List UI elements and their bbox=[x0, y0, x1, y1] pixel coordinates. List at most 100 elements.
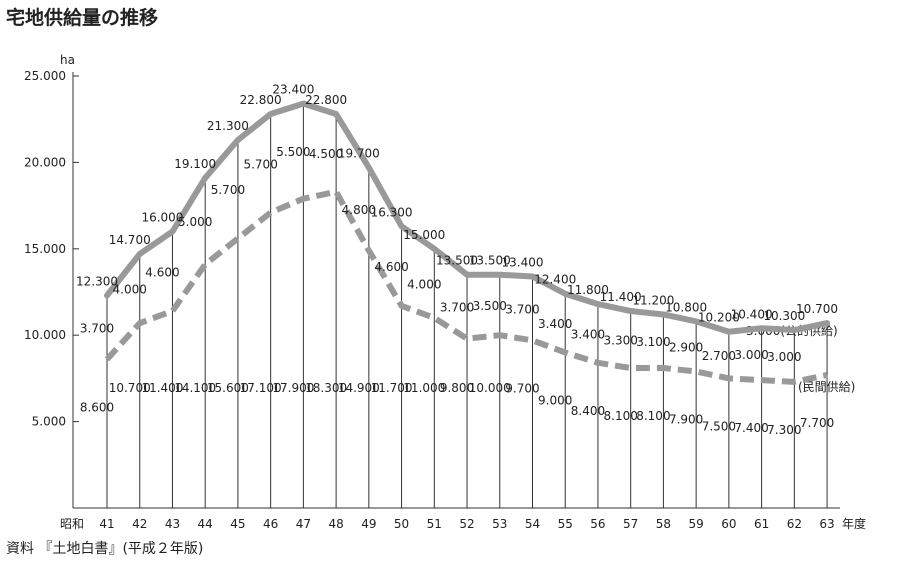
x-tick-label: 59 bbox=[688, 517, 703, 531]
total-label: 16.000 bbox=[141, 211, 183, 225]
private-label: 8.400 bbox=[571, 404, 605, 418]
total-label: 13.500 bbox=[436, 254, 478, 268]
x-tick-label: 42 bbox=[132, 517, 147, 531]
total-label: 21.300 bbox=[207, 119, 249, 133]
public-label: 4.000 bbox=[407, 277, 441, 291]
x-tick-label: 49 bbox=[361, 517, 376, 531]
public-label: 3.300 bbox=[604, 334, 638, 348]
x-tick-label: 57 bbox=[623, 517, 638, 531]
public-label: 4.600 bbox=[374, 260, 408, 274]
x-tick-label: 53 bbox=[492, 517, 507, 531]
total-label: 11.400 bbox=[600, 290, 642, 304]
private-label: 15.600 bbox=[207, 381, 249, 395]
x-tick-label: 44 bbox=[198, 517, 213, 531]
private-label: 8.600 bbox=[80, 400, 114, 414]
total-label: 10.300 bbox=[763, 309, 805, 323]
total-label: 15.000 bbox=[403, 228, 445, 242]
x-axis-prefix: 昭和 bbox=[60, 517, 84, 531]
total-label: 10.700 bbox=[796, 302, 838, 316]
private-supply-line bbox=[104, 188, 828, 385]
x-tick-label: 41 bbox=[99, 517, 114, 531]
x-tick-label: 62 bbox=[787, 517, 802, 531]
private-label: 17.100 bbox=[240, 381, 282, 395]
x-tick-label: 56 bbox=[590, 517, 605, 531]
total-label: 23.400 bbox=[272, 83, 314, 97]
total-label: 16.300 bbox=[371, 205, 413, 219]
public-label: 4.600 bbox=[145, 265, 179, 279]
y-tick-label: 15.000 bbox=[24, 242, 66, 256]
public-label: 3.100 bbox=[636, 335, 670, 349]
public-label: 2.900 bbox=[669, 340, 703, 354]
total-label: 12.400 bbox=[534, 273, 576, 287]
public-label: 5.500 bbox=[276, 145, 310, 159]
x-tick-label: 46 bbox=[263, 517, 278, 531]
private-label: 7.500 bbox=[702, 419, 736, 433]
series-lines bbox=[104, 100, 831, 385]
y-tick-label: 20.000 bbox=[24, 155, 66, 169]
x-tick-label: 48 bbox=[328, 517, 343, 531]
total-label: 10.400 bbox=[731, 307, 773, 321]
private-label: 10.700 bbox=[109, 381, 151, 395]
data-labels: 12.300 3.700 8.600 14.700 4.000 10.700 16.000 4… bbox=[76, 83, 838, 437]
public-label: 2.700 bbox=[702, 349, 736, 363]
x-tick-label: 63 bbox=[819, 517, 834, 531]
x-tick-label: 55 bbox=[558, 517, 573, 531]
private-label: 7.700 bbox=[800, 416, 834, 430]
public-label: 3.400 bbox=[538, 317, 572, 331]
private-label: 9.800 bbox=[440, 381, 474, 395]
x-tick-label: 58 bbox=[656, 517, 671, 531]
y-tick-label: 25.000 bbox=[24, 69, 66, 83]
x-tick-label: 60 bbox=[721, 517, 736, 531]
public-label: 5.700 bbox=[243, 157, 277, 171]
private-label: 18.300 bbox=[305, 381, 347, 395]
total-label: 22.800 bbox=[305, 93, 347, 107]
x-tick-label: 54 bbox=[525, 517, 540, 531]
private-label: 11.000 bbox=[403, 381, 445, 395]
private-label: 7.400 bbox=[734, 421, 768, 435]
private-label: 9.000 bbox=[538, 393, 572, 407]
private-label: 14.900 bbox=[338, 381, 380, 395]
public-label: 5.700 bbox=[211, 183, 245, 197]
total-supply-line bbox=[104, 100, 831, 335]
private-label: 10.000 bbox=[469, 381, 511, 395]
public-label: 3.000 bbox=[767, 350, 801, 364]
y-axis-unit: ha bbox=[60, 53, 75, 67]
total-label: 11.200 bbox=[632, 293, 674, 307]
total-label: 19.700 bbox=[338, 147, 380, 161]
total-label: 10.200 bbox=[698, 311, 740, 325]
private-label: 14.100 bbox=[174, 381, 216, 395]
public-label: 3.700 bbox=[440, 301, 474, 315]
total-label: 12.300 bbox=[76, 274, 118, 288]
private-label: 8.100 bbox=[604, 409, 638, 423]
private-label: 7.900 bbox=[669, 412, 703, 426]
public-label: 3.700 bbox=[80, 321, 114, 335]
public-label: 4.500 bbox=[309, 147, 343, 161]
x-tick-label: 45 bbox=[230, 517, 245, 531]
total-label: 22.800 bbox=[240, 93, 282, 107]
total-label: 13.500 bbox=[469, 254, 511, 268]
x-tick-label: 52 bbox=[459, 517, 474, 531]
private-label: 11.700 bbox=[371, 381, 413, 395]
x-tick-label: 50 bbox=[394, 517, 409, 531]
public-label: 3.400 bbox=[571, 327, 605, 341]
public-label: 3.500 bbox=[473, 299, 507, 313]
private-label: 8.100 bbox=[636, 409, 670, 423]
x-axis-label: 年度 bbox=[842, 516, 866, 531]
x-tick-label: 47 bbox=[296, 517, 311, 531]
total-label: 10.800 bbox=[665, 300, 707, 314]
axes: 5.000 10.000 15.000 20.000 25.000 41 42 43 44 45 4… bbox=[24, 69, 840, 531]
public-label: 3.000 bbox=[734, 348, 768, 362]
chart-title: 宅地供給量の推移 bbox=[6, 6, 158, 29]
source-note: 資料 『土地白書』(平成２年版) bbox=[6, 541, 203, 557]
x-tick-label: 43 bbox=[165, 517, 180, 531]
total-label: 14.700 bbox=[109, 233, 151, 247]
public-label: 3.700 bbox=[505, 302, 539, 316]
total-label: 11.800 bbox=[567, 283, 609, 297]
private-label: 11.400 bbox=[141, 381, 183, 395]
y-tick-label: 5.000 bbox=[32, 415, 66, 429]
private-label: 7.300 bbox=[767, 423, 801, 437]
private-label: 9.700 bbox=[505, 381, 539, 395]
public-label: 4.800 bbox=[342, 203, 376, 217]
public-label: 5.000 bbox=[178, 215, 212, 229]
